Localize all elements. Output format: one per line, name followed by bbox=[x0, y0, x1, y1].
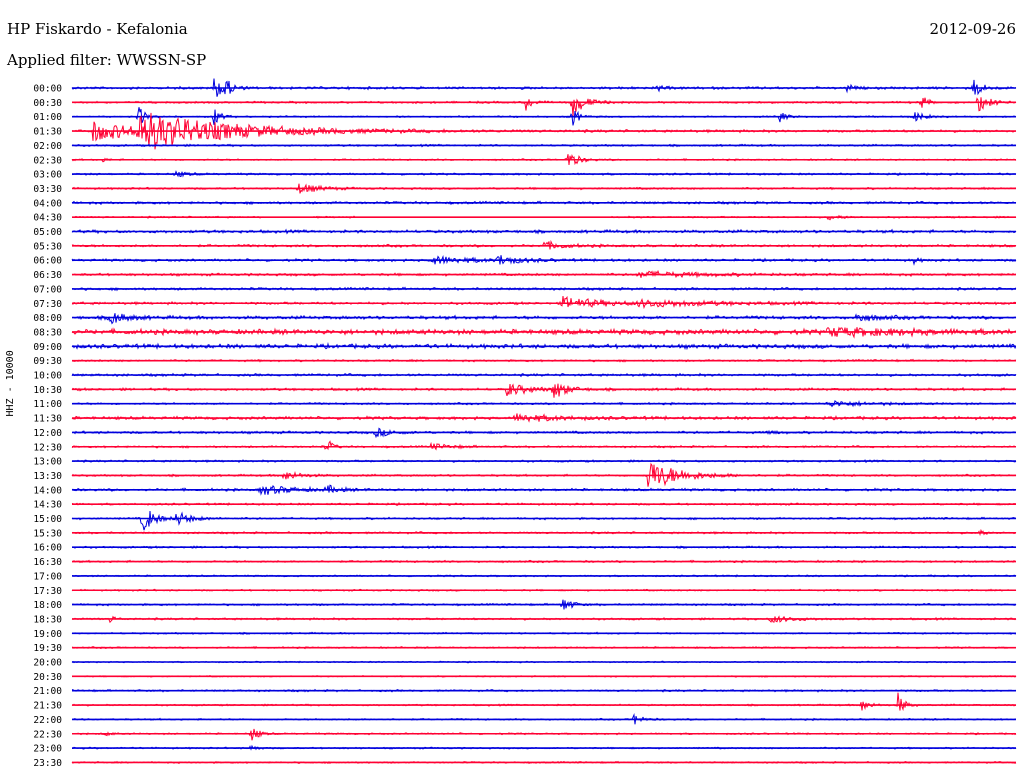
time-tick-1800: 18:00 bbox=[33, 600, 62, 611]
time-tick-1600: 16:00 bbox=[33, 543, 62, 554]
time-tick-2000: 20:00 bbox=[33, 658, 62, 669]
time-tick-0730: 07:30 bbox=[33, 299, 62, 310]
time-tick-0400: 04:00 bbox=[33, 198, 62, 209]
time-tick-1000: 10:00 bbox=[33, 371, 62, 382]
trace-row-2230 bbox=[72, 728, 1017, 741]
filter-label: Applied filter: WWSSN-SP bbox=[7, 51, 207, 69]
time-tick-0530: 05:30 bbox=[33, 241, 62, 252]
time-tick-0130: 01:30 bbox=[33, 127, 62, 138]
time-tick-0600: 06:00 bbox=[33, 256, 62, 267]
time-tick-2230: 22:30 bbox=[33, 729, 62, 740]
time-tick-1100: 11:00 bbox=[33, 399, 62, 410]
time-tick-0800: 08:00 bbox=[33, 313, 62, 324]
time-tick-1330: 13:30 bbox=[33, 471, 62, 482]
time-tick-1730: 17:30 bbox=[33, 586, 62, 597]
time-tick-1300: 13:00 bbox=[33, 457, 62, 468]
time-tick-1930: 19:30 bbox=[33, 643, 62, 654]
time-tick-0700: 07:00 bbox=[33, 284, 62, 295]
time-tick-2300: 23:00 bbox=[33, 744, 62, 755]
time-tick-1530: 15:30 bbox=[33, 528, 62, 539]
time-tick-2100: 21:00 bbox=[33, 686, 62, 697]
time-tick-2330: 23:30 bbox=[33, 758, 62, 769]
time-tick-1900: 19:00 bbox=[33, 629, 62, 640]
time-tick-2030: 20:30 bbox=[33, 672, 62, 683]
trace-row-1500 bbox=[71, 510, 1017, 531]
time-tick-0000: 00:00 bbox=[33, 84, 62, 95]
time-tick-1030: 10:30 bbox=[33, 385, 62, 396]
time-tick-1400: 14:00 bbox=[33, 485, 62, 496]
time-tick-1200: 12:00 bbox=[33, 428, 62, 439]
trace-row-1230 bbox=[71, 440, 1017, 451]
time-tick-1130: 11:30 bbox=[33, 414, 62, 425]
time-tick-2130: 21:30 bbox=[33, 701, 62, 712]
time-tick-1830: 18:30 bbox=[33, 614, 62, 625]
time-tick-1430: 14:30 bbox=[33, 500, 62, 511]
time-tick-0500: 05:00 bbox=[33, 227, 62, 238]
station-title: HP Fiskardo - Kefalonia bbox=[7, 20, 188, 38]
time-tick-0830: 08:30 bbox=[33, 327, 62, 338]
trace-row-2130 bbox=[71, 692, 1017, 712]
time-tick-0230: 02:30 bbox=[33, 155, 62, 166]
time-tick-1500: 15:00 bbox=[33, 514, 62, 525]
time-tick-0430: 04:30 bbox=[33, 213, 62, 224]
time-tick-0330: 03:30 bbox=[33, 184, 62, 195]
time-tick-0930: 09:30 bbox=[33, 356, 62, 367]
time-tick-0900: 09:00 bbox=[33, 342, 62, 353]
time-tick-0100: 01:00 bbox=[33, 112, 62, 123]
time-tick-2200: 22:00 bbox=[33, 715, 62, 726]
time-tick-labels: 00:00 00:30 01:00 01:30 02:00 02:30 03:00 03:30… bbox=[33, 84, 62, 769]
trace-row-1030 bbox=[71, 383, 1017, 398]
time-tick-1230: 12:30 bbox=[33, 442, 62, 453]
time-tick-1630: 16:30 bbox=[33, 557, 62, 568]
trace-row-0730 bbox=[71, 295, 1017, 310]
time-tick-1700: 17:00 bbox=[33, 571, 62, 582]
time-tick-0030: 00:30 bbox=[33, 98, 62, 109]
seismogram-traces bbox=[71, 78, 1017, 765]
record-date: 2012-09-26 bbox=[929, 20, 1016, 38]
time-tick-0200: 02:00 bbox=[33, 141, 62, 152]
trace-row-0030 bbox=[71, 97, 1017, 117]
time-tick-0300: 03:00 bbox=[33, 170, 62, 181]
time-tick-0630: 06:30 bbox=[33, 270, 62, 281]
